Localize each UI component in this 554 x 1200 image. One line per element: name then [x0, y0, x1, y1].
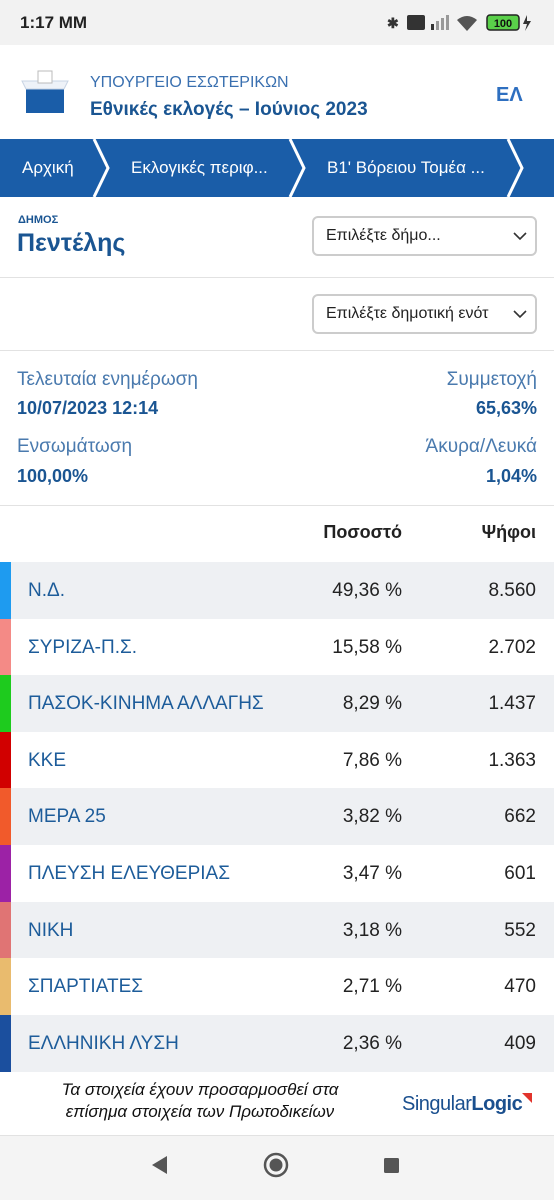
breadcrumb-chevrons [92, 139, 524, 197]
party-name[interactable]: ΠΑΣΟΚ-ΚΙΝΗΜΑ ΑΛΛΑΓΗΣ [28, 693, 264, 715]
ministry: ΥΠΟΥΡΓΕΙΟ ΕΣΩΤΕΡΙΚΩΝ [90, 74, 289, 91]
status-bar: 1:17 MM ✱ 100 [0, 0, 554, 45]
note-line: Τα στοιχεία έχουν προσαρμοσθεί στα [61, 1080, 339, 1099]
column-header: Ποσοστό [323, 522, 402, 542]
battery: 100 [494, 18, 512, 30]
stat-label: Συμμετοχή [446, 369, 537, 390]
footer-note: Τα στοιχεία έχουν προσαρμοσθεί στα επίση… [0, 1079, 400, 1123]
votes: 1.363 [488, 749, 536, 771]
brand-mark [522, 1093, 533, 1103]
votes: 601 [504, 863, 536, 884]
percent: 7,86 % [342, 749, 402, 771]
breadcrumb-item[interactable]: Β1' Βόρειου Τομέα ... [327, 158, 485, 177]
municipality-select[interactable]: Επιλέξτε δήμο... [312, 216, 537, 256]
language[interactable]: ΕΛ [496, 84, 523, 106]
party-name[interactable]: Ν.Δ. [28, 580, 65, 601]
party-color [0, 845, 11, 902]
header-title: Εθνικές εκλογές – Ιούνιος 2023 [90, 99, 368, 120]
brand-part: Logic [471, 1093, 523, 1115]
party-color [0, 958, 11, 1016]
separator [0, 505, 554, 506]
status-icons: ✱ 100 [387, 14, 531, 31]
votes: 470 [504, 976, 536, 998]
breadcrumb-item[interactable]: Αρχική [22, 158, 74, 177]
stat-value: 65,63% [475, 398, 537, 418]
header: ΥΠΟΥΡΓΕΙΟ ΕΣΩΤΕΡΙΚΩΝ Εθνικές εκλογές – Ι… [0, 45, 554, 139]
party-name[interactable]: ΝΙΚΗ [28, 919, 74, 941]
result-row: ΣΥΡΙΖΑ-Π.Σ. 15,58 % 2.702 [0, 618, 554, 676]
select-text: Επιλέξτε δήμο... [326, 227, 441, 244]
votes: 2.702 [488, 636, 536, 658]
percent: 2,36 % [342, 1032, 402, 1054]
note-line: επίσημα στοιχεία των Πρωτοδικείων [65, 1102, 335, 1121]
party-color [0, 675, 11, 733]
home-button[interactable] [263, 1152, 289, 1178]
stat-value: 100,00% [17, 466, 89, 486]
result-row: ΠΛΕΥΣΗ ΕΛΕΥΘΕΡΙΑΣ 3,47 % 601 [0, 845, 554, 902]
votes: 662 [504, 806, 536, 828]
svg-text:✱: ✱ [387, 15, 399, 31]
votes: 1.437 [488, 693, 536, 715]
votes: 409 [504, 1032, 536, 1054]
percent: 3,47 % [342, 863, 402, 884]
recents-button[interactable] [384, 1158, 399, 1173]
chevron [513, 232, 527, 241]
party-color [0, 788, 11, 846]
percent: 3,18 % [342, 919, 402, 941]
unit-select[interactable]: Επιλέξτε δημοτική ενότ [312, 294, 537, 334]
percent: 3,82 % [342, 806, 402, 828]
stat-label: Τελευταία ενημέρωση [17, 369, 198, 390]
party-color [0, 731, 11, 789]
column-header: Ψήφοι [481, 522, 536, 542]
result-row: ΠΑΣΟΚ-ΚΙΝΗΜΑ ΑΛΛΑΓΗΣ 8,29 % 1.437 [0, 675, 554, 733]
result-row: ΝΙΚΗ 3,18 % 552 [0, 901, 554, 959]
stat-value: 10/07/2023 12:14 [17, 398, 159, 418]
stat-label: Ενσωμάτωση [17, 436, 133, 457]
votes: 552 [504, 919, 536, 941]
result-row: ΜΕΡΑ 25 3,82 % 662 [0, 788, 554, 846]
votes: 8.560 [488, 580, 536, 601]
breadcrumb-item[interactable]: Εκλογικές περιφ... [131, 158, 268, 177]
party-color [0, 562, 11, 619]
result-row: Ν.Δ. 49,36 % 8.560 [0, 562, 554, 619]
party-name[interactable]: ΚΚΕ [28, 749, 67, 771]
percent: 49,36 % [332, 580, 402, 601]
result-row: ΚΚΕ 7,86 % 1.363 [0, 731, 554, 789]
separator [0, 1135, 554, 1136]
separator [0, 350, 554, 351]
result-row: ΕΛΛΗΝΙΚΗ ΛΥΣΗ 2,36 % 409 [0, 1014, 554, 1072]
party-name[interactable]: ΠΛΕΥΣΗ ΕΛΕΥΘΕΡΙΑΣ [28, 863, 230, 884]
brand-part: Singular [402, 1093, 472, 1115]
ballot-box-logo [21, 70, 69, 113]
party-name[interactable]: ΕΛΛΗΝΙΚΗ ΛΥΣΗ [28, 1032, 179, 1054]
chevron [513, 310, 527, 319]
select-text: Επιλέξτε δημοτική ενότ [326, 305, 489, 322]
stat-label: Άκυρα/Λευκά [425, 436, 537, 457]
time: 1:17 MM [20, 13, 88, 32]
separator [0, 277, 554, 278]
party-color [0, 1014, 11, 1072]
percent: 15,58 % [332, 636, 402, 658]
party-name[interactable]: ΣΠΑΡΤΙΑΤΕΣ [28, 976, 143, 998]
municipality-label: ΔΗΜΟΣ [18, 214, 59, 226]
party-name[interactable]: ΣΥΡΙΖΑ-Π.Σ. [28, 636, 137, 658]
result-row: ΣΠΑΡΤΙΑΤΕΣ 2,71 % 470 [0, 958, 554, 1016]
municipality-name: Πεντέλης [17, 229, 126, 257]
party-color [0, 901, 11, 959]
breadcrumb: Αρχική Εκλογικές περιφ... Β1' Βόρειου Το… [0, 139, 554, 197]
party-name[interactable]: ΜΕΡΑ 25 [28, 806, 106, 828]
navigation-bar [0, 1136, 554, 1200]
brand: SingularLogic [402, 1093, 533, 1116]
party-color [0, 618, 11, 676]
stat-value: 1,04% [485, 466, 537, 486]
back-button[interactable] [152, 1156, 167, 1174]
percent: 8,29 % [342, 693, 402, 715]
percent: 2,71 % [342, 976, 402, 998]
